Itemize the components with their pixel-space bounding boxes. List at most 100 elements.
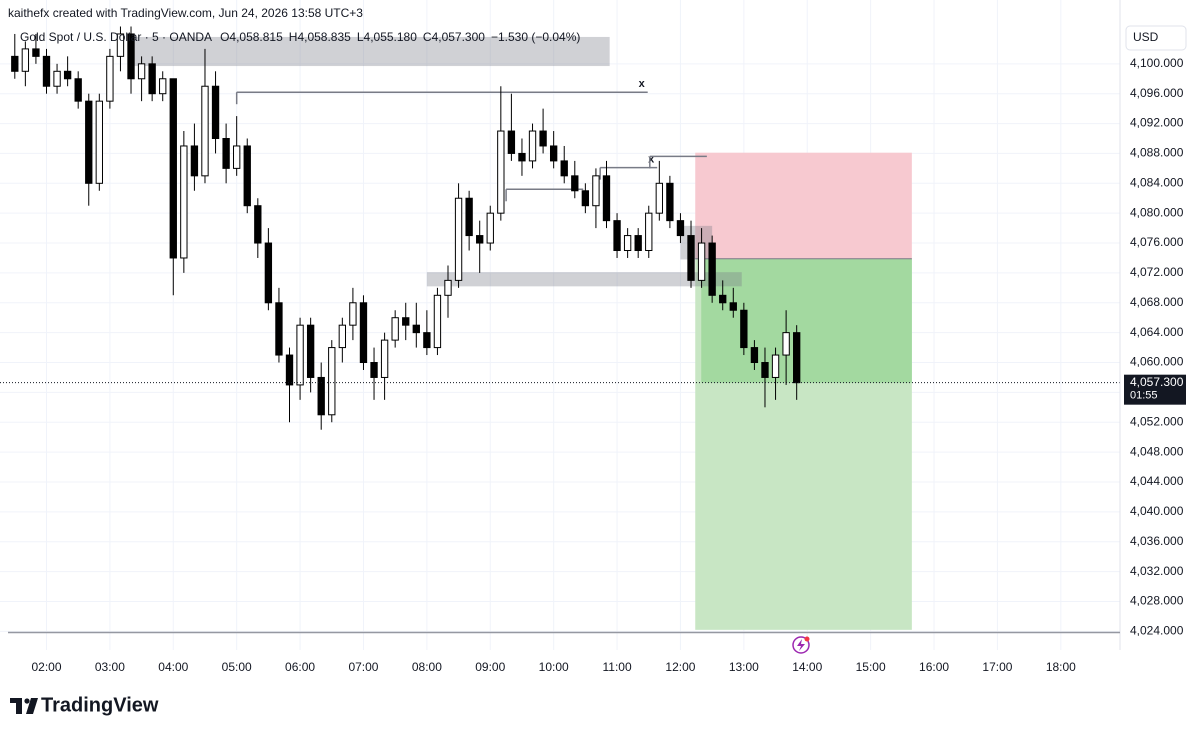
body: [602, 175, 611, 222]
x-tick-label: 05:00: [222, 660, 252, 674]
body: [306, 324, 315, 378]
x-tick-label: 14:00: [792, 660, 822, 674]
level-label: x: [648, 154, 655, 166]
body: [180, 145, 188, 259]
body: [518, 152, 526, 162]
body: [465, 197, 473, 237]
body: [697, 242, 706, 281]
candle: [233, 116, 241, 176]
body: [676, 220, 685, 237]
level-label: x: [639, 78, 646, 90]
x-tick-label: 16:00: [919, 660, 949, 674]
countdown: 01:55: [1130, 390, 1158, 402]
candle: [190, 123, 199, 191]
y-tick-label: 4,092.000: [1130, 116, 1184, 130]
body: [137, 63, 146, 80]
body: [444, 279, 452, 296]
y-tick-label: 4,064.000: [1130, 325, 1184, 339]
candle: [180, 131, 188, 273]
body: [539, 130, 547, 147]
body: [476, 235, 484, 244]
candle: [782, 310, 790, 385]
candle: [222, 123, 230, 184]
candle: [148, 56, 156, 102]
body: [645, 212, 653, 252]
candle: [169, 78, 177, 296]
y-tick-label: 4,100.000: [1130, 56, 1184, 70]
body: [729, 302, 737, 311]
y-tick-label: 4,036.000: [1130, 534, 1184, 548]
candle: [518, 138, 526, 176]
body: [433, 294, 442, 349]
brand: TradingView: [41, 694, 159, 716]
body: [63, 70, 72, 80]
candle: [602, 160, 611, 229]
body: [190, 145, 199, 177]
candle: [423, 310, 431, 356]
zone: [128, 36, 610, 67]
body: [402, 317, 410, 326]
candle: [275, 287, 283, 363]
x-tick-label: 06:00: [285, 660, 315, 674]
body: [169, 78, 177, 259]
body: [793, 332, 801, 384]
x-tick-label: 17:00: [982, 660, 1012, 674]
y-tick-label: 4,096.000: [1130, 86, 1184, 100]
candle: [349, 287, 357, 341]
x-tick-label: 15:00: [856, 660, 886, 674]
body: [254, 205, 262, 244]
currency-box: [1125, 25, 1187, 51]
body: [666, 182, 674, 222]
candle: [328, 340, 336, 423]
candle: [254, 198, 262, 258]
candle: [296, 317, 304, 400]
body: [634, 235, 642, 252]
body: [655, 182, 663, 214]
candle: [708, 235, 716, 303]
body: [222, 138, 230, 169]
legend-item: H4,058.835: [289, 30, 351, 44]
body: [761, 362, 769, 378]
y-tick-label: 4,060.000: [1130, 355, 1184, 369]
axes: 4,024.000 4,028.000 4,032.000 4,036.000 4,04…: [0, 56, 1186, 674]
body: [486, 212, 494, 244]
candle: [750, 340, 759, 370]
candle: [581, 183, 590, 214]
body: [116, 33, 125, 57]
body: [571, 175, 579, 192]
legend-item: −1.530 (−0.04%): [491, 30, 580, 44]
body: [11, 55, 19, 72]
y-tick-label: 4,044.000: [1130, 474, 1184, 488]
candle: [243, 138, 251, 214]
y-tick-label: 4,088.000: [1130, 146, 1184, 160]
y-tick-label: 4,024.000: [1130, 624, 1184, 638]
candle: [317, 362, 325, 430]
x-tick-label: 04:00: [158, 660, 188, 674]
body: [328, 347, 336, 416]
candle: [74, 71, 82, 109]
x-tick-label: 08:00: [412, 660, 442, 674]
body: [32, 48, 40, 57]
body: [95, 100, 103, 184]
body: [285, 354, 294, 386]
currency: USD: [1133, 30, 1159, 44]
candle: [687, 220, 695, 288]
candle: [676, 213, 685, 244]
candle: [549, 131, 558, 169]
body: [275, 302, 283, 356]
candle: [106, 48, 114, 109]
body: [497, 130, 505, 214]
candle: [137, 56, 146, 102]
x-tick-label: 09:00: [475, 660, 505, 674]
body: [454, 197, 463, 281]
candle: [507, 93, 516, 161]
legend: Gold Spot / U.S. Dollar · 5 · OANDA O4,05…: [20, 30, 580, 44]
y-tick-label: 4,040.000: [1130, 504, 1184, 518]
candle: [729, 287, 737, 318]
body: [127, 33, 135, 80]
candle: [201, 48, 209, 184]
candles: [11, 26, 801, 430]
candle: [116, 26, 125, 72]
body: [243, 145, 251, 207]
